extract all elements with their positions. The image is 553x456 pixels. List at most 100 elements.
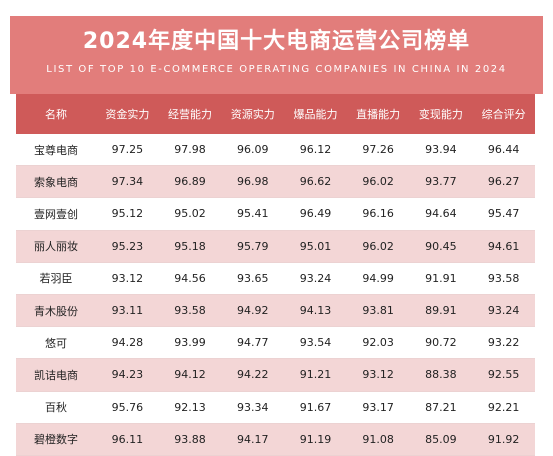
livestream-cell: 97.26 (346, 134, 410, 167)
monetization-cell: 94.64 (409, 197, 473, 231)
capital-cell: 93.11 (96, 294, 159, 328)
livestream-cell: 93.17 (346, 391, 410, 424)
hit-products-cell: 94.13 (284, 294, 347, 328)
capital-cell: 97.25 (96, 134, 159, 167)
column-header-livestream: 直播能力 (346, 94, 410, 134)
column-header-capital: 资金实力 (96, 94, 159, 134)
livestream-cell: 93.12 (346, 358, 410, 392)
capital-cell: 93.12 (96, 262, 159, 295)
livestream-cell: 93.81 (346, 294, 410, 328)
overall-score-cell: 93.22 (472, 326, 535, 360)
resources-cell: 95.79 (221, 230, 285, 263)
resources-cell: 94.77 (221, 326, 285, 360)
company-name-cell: 碧橙数字 (16, 423, 96, 456)
overall-score-cell: 93.24 (472, 294, 535, 328)
resources-cell: 94.17 (221, 423, 285, 456)
overall-score-cell: 95.47 (472, 197, 535, 231)
capital-cell: 97.34 (96, 165, 159, 199)
operation-cell: 92.13 (158, 391, 222, 424)
monetization-cell: 91.91 (409, 262, 473, 295)
hit-products-cell: 95.01 (284, 230, 347, 263)
resources-cell: 96.98 (221, 165, 285, 199)
livestream-cell: 96.02 (346, 230, 410, 263)
hit-products-cell: 96.12 (284, 134, 347, 167)
table-row: 壹网壹创 95.12 95.02 95.41 96.49 96.16 94.64 95.47 (16, 197, 535, 231)
column-header-hit-products: 爆品能力 (284, 94, 347, 134)
resources-cell: 95.41 (221, 197, 285, 231)
capital-cell: 95.23 (96, 230, 159, 263)
column-header-resources: 资源实力 (221, 94, 285, 134)
company-name-cell: 百秋 (16, 391, 96, 424)
company-name-cell: 悠可 (16, 326, 96, 360)
resources-cell: 93.65 (221, 262, 285, 295)
operation-cell: 93.99 (158, 326, 222, 360)
resources-cell: 94.22 (221, 358, 285, 392)
operation-cell: 95.02 (158, 197, 222, 231)
livestream-cell: 96.16 (346, 197, 410, 231)
company-name-cell: 索象电商 (16, 165, 96, 199)
operation-cell: 93.88 (158, 423, 222, 456)
column-header-overall-score: 综合评分 (472, 94, 535, 134)
table-row: 碧橙数字 96.11 93.88 94.17 91.19 91.08 85.09 91.92 (16, 423, 535, 456)
overall-score-cell: 92.21 (472, 391, 535, 424)
operation-cell: 94.56 (158, 262, 222, 295)
column-header-name: 名称 (16, 94, 96, 134)
table-row: 丽人丽妆 95.23 95.18 95.79 95.01 96.02 90.45 94.61 (16, 230, 535, 263)
overall-score-cell: 93.58 (472, 262, 535, 295)
company-name-cell: 丽人丽妆 (16, 230, 96, 263)
company-name-cell: 青木股份 (16, 294, 96, 328)
table-row: 青木股份 93.11 93.58 94.92 94.13 93.81 89.91 93.24 (16, 294, 535, 328)
overall-score-cell: 94.61 (472, 230, 535, 263)
monetization-cell: 90.72 (409, 326, 473, 360)
resources-cell: 94.92 (221, 294, 285, 328)
monetization-cell: 89.91 (409, 294, 473, 328)
monetization-cell: 93.94 (409, 134, 473, 167)
capital-cell: 94.28 (96, 326, 159, 360)
table-row: 百秋 95.76 92.13 93.34 91.67 93.17 87.21 92.21 (16, 391, 535, 424)
capital-cell: 95.76 (96, 391, 159, 424)
livestream-cell: 92.03 (346, 326, 410, 360)
hit-products-cell: 91.21 (284, 358, 347, 392)
hit-products-cell: 91.19 (284, 423, 347, 456)
table-row: 若羽臣 93.12 94.56 93.65 93.24 94.99 91.91 93.58 (16, 262, 535, 295)
title-banner: 2024年度中国十大电商运营公司榜单 LIST OF TOP 10 E-COMM… (10, 16, 543, 94)
monetization-cell: 87.21 (409, 391, 473, 424)
monetization-cell: 90.45 (409, 230, 473, 263)
operation-cell: 95.18 (158, 230, 222, 263)
hit-products-cell: 96.62 (284, 165, 347, 199)
company-name-cell: 若羽臣 (16, 262, 96, 295)
overall-score-cell: 91.92 (472, 423, 535, 456)
hit-products-cell: 93.24 (284, 262, 347, 295)
ranking-table: 名称 资金实力 经营能力 资源实力 爆品能力 直播能力 变现能力 综合评分 宝尊… (16, 94, 535, 456)
column-header-operation: 经营能力 (158, 94, 222, 134)
monetization-cell: 85.09 (409, 423, 473, 456)
livestream-cell: 91.08 (346, 423, 410, 456)
hit-products-cell: 93.54 (284, 326, 347, 360)
table-row: 宝尊电商 97.25 97.98 96.09 96.12 97.26 93.94 96.44 (16, 134, 535, 167)
resources-cell: 96.09 (221, 134, 285, 167)
company-name-cell: 壹网壹创 (16, 197, 96, 231)
table-row: 索象电商 97.34 96.89 96.98 96.62 96.02 93.77 96.27 (16, 165, 535, 199)
hit-products-cell: 96.49 (284, 197, 347, 231)
column-header-monetization: 变现能力 (409, 94, 473, 134)
operation-cell: 97.98 (158, 134, 222, 167)
table-row: 悠可 94.28 93.99 94.77 93.54 92.03 90.72 93.22 (16, 326, 535, 360)
resources-cell: 93.34 (221, 391, 285, 424)
capital-cell: 95.12 (96, 197, 159, 231)
page-title: 2024年度中国十大电商运营公司榜单 (82, 29, 471, 54)
company-name-cell: 凯诘电商 (16, 358, 96, 392)
table-body: 宝尊电商 97.25 97.98 96.09 96.12 97.26 93.94 96.44 索… (16, 134, 535, 456)
operation-cell: 96.89 (158, 165, 222, 199)
table-header-row: 名称 资金实力 经营能力 资源实力 爆品能力 直播能力 变现能力 综合评分 (16, 94, 535, 134)
hit-products-cell: 91.67 (284, 391, 347, 424)
table-row: 凯诘电商 94.23 94.12 94.22 91.21 93.12 88.38 92.55 (16, 358, 535, 392)
page-subtitle: LIST OF TOP 10 E-COMMERCE OPERATING COMP… (46, 64, 507, 75)
capital-cell: 94.23 (96, 358, 159, 392)
operation-cell: 94.12 (158, 358, 222, 392)
company-name-cell: 宝尊电商 (16, 134, 96, 167)
overall-score-cell: 92.55 (472, 358, 535, 392)
overall-score-cell: 96.27 (472, 165, 535, 199)
monetization-cell: 93.77 (409, 165, 473, 199)
operation-cell: 93.58 (158, 294, 222, 328)
livestream-cell: 94.99 (346, 262, 410, 295)
